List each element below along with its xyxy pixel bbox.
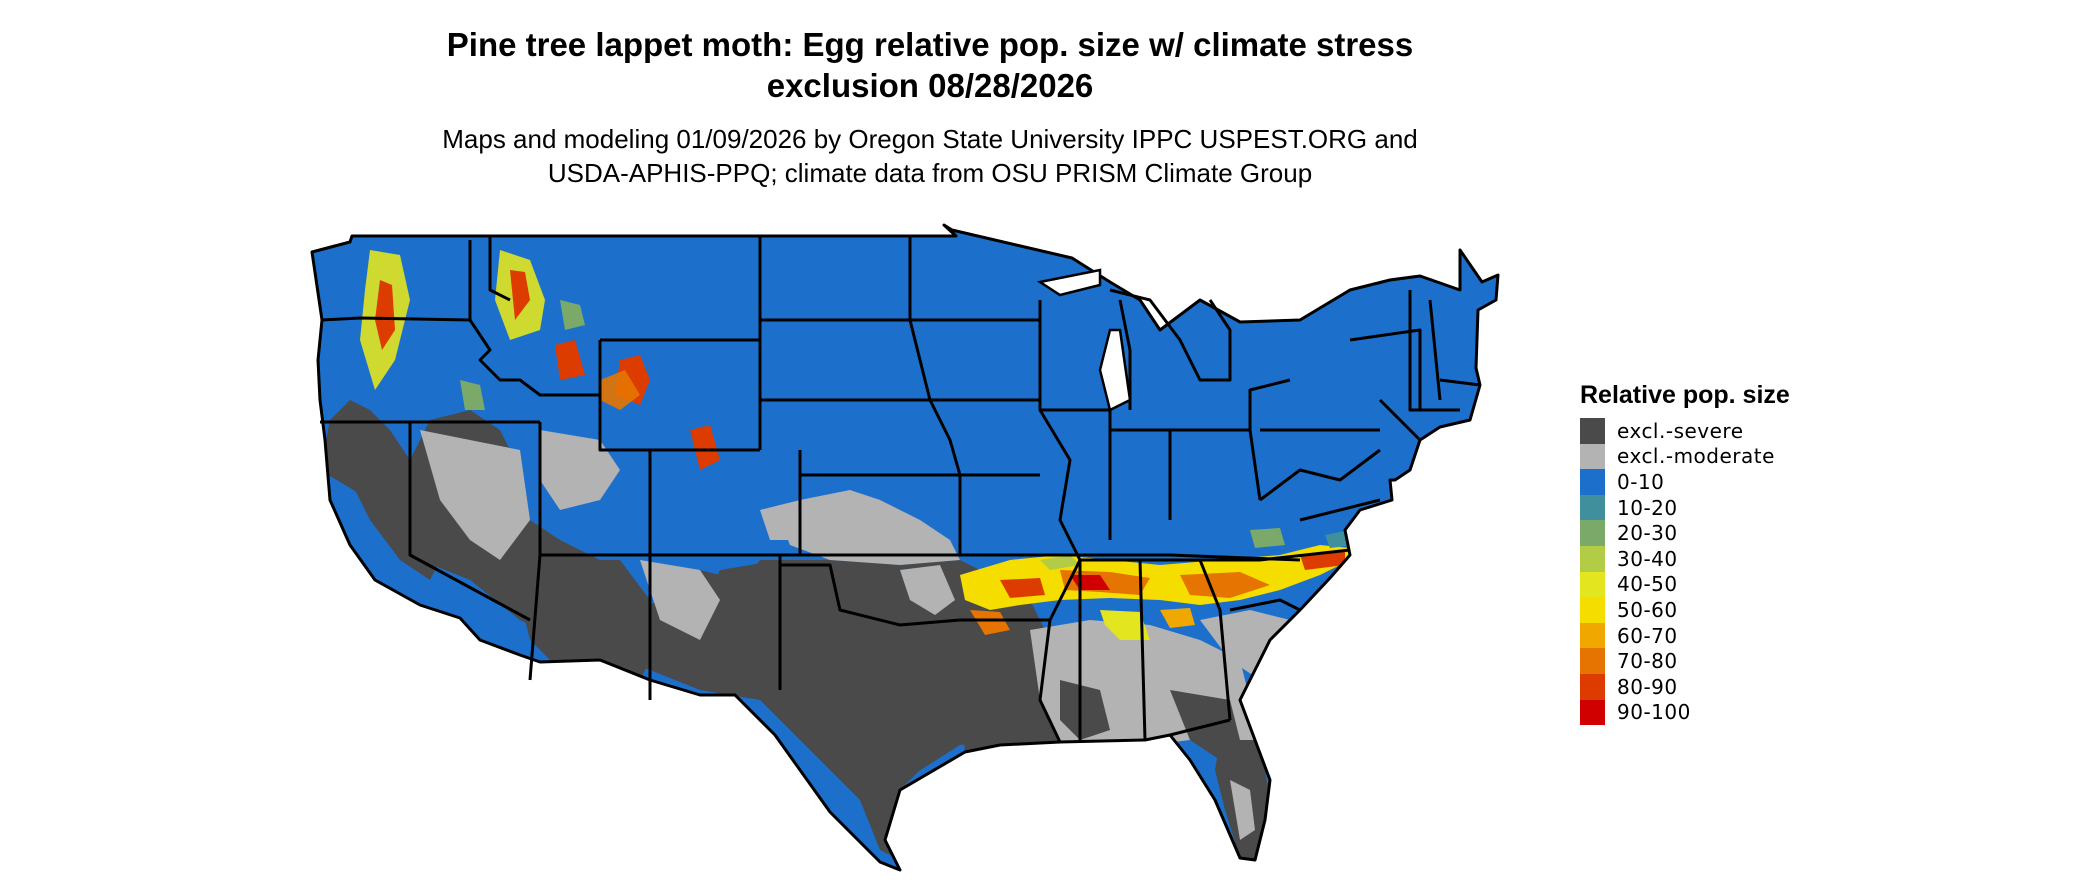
legend-rows: excl.-severe excl.-moderate 0-10 10-20 20-30… (1580, 418, 1790, 726)
legend-item: 90-100 (1580, 699, 1790, 726)
legend-swatch (1580, 469, 1605, 495)
legend-label: excl.-severe (1617, 418, 1744, 443)
legend-item: 60-70 (1580, 622, 1790, 649)
legend-swatch (1580, 545, 1605, 572)
legend-item: 80-90 (1580, 673, 1790, 700)
map-title: Pine tree lappet moth: Egg relative pop.… (0, 24, 1860, 106)
legend-swatch (1580, 520, 1605, 546)
map-subtitle-line-2: USDA-APHIS-PPQ; climate data from OSU PR… (547, 158, 1313, 188)
legend-label: 40-50 (1617, 572, 1678, 597)
legend-label: 60-70 (1617, 623, 1678, 648)
legend-swatch (1580, 418, 1605, 444)
legend-swatch (1580, 597, 1605, 623)
legend-swatch (1580, 443, 1605, 470)
legend-title: Relative pop. size (1580, 381, 1790, 409)
legend-item: 30-40 (1580, 545, 1790, 572)
legend-item: 10-20 (1580, 494, 1790, 521)
legend-item: excl.-moderate (1580, 443, 1790, 470)
legend-swatch (1580, 494, 1605, 521)
map-title-line-1: Pine tree lappet moth: Egg relative pop.… (446, 26, 1414, 63)
state-borders (310, 223, 1500, 872)
legend-label: 20-30 (1617, 521, 1678, 546)
legend-swatch (1580, 571, 1605, 598)
great-lakes (1036, 268, 1132, 412)
legend-item: 20-30 (1580, 520, 1790, 546)
legend-item: excl.-severe (1580, 418, 1790, 444)
legend-label: 90-100 (1617, 700, 1691, 725)
legend-label: 10-20 (1617, 495, 1678, 520)
legend-label: 0-10 (1617, 469, 1665, 494)
legend-swatch (1580, 699, 1605, 726)
legend-label: 30-40 (1617, 546, 1678, 571)
legend-item: 50-60 (1580, 597, 1790, 623)
legend-swatch (1580, 648, 1605, 674)
legend-item: 0-10 (1580, 469, 1790, 495)
map-title-line-2: exclusion 08/28/2026 (766, 67, 1094, 104)
legend-swatch (1580, 673, 1605, 700)
legend: Relative pop. size excl.-severe excl.-mod… (1580, 380, 1790, 726)
legend-item: 70-80 (1580, 648, 1790, 674)
map-subtitle: Maps and modeling 01/09/2026 by Oregon S… (0, 122, 1860, 190)
legend-label: 70-80 (1617, 649, 1678, 674)
legend-item: 40-50 (1580, 571, 1790, 598)
legend-swatch (1580, 622, 1605, 649)
legend-label: 80-90 (1617, 674, 1678, 699)
map-subtitle-line-1: Maps and modeling 01/09/2026 by Oregon S… (442, 124, 1418, 154)
legend-label: 50-60 (1617, 597, 1678, 622)
legend-label: excl.-moderate (1617, 444, 1775, 469)
